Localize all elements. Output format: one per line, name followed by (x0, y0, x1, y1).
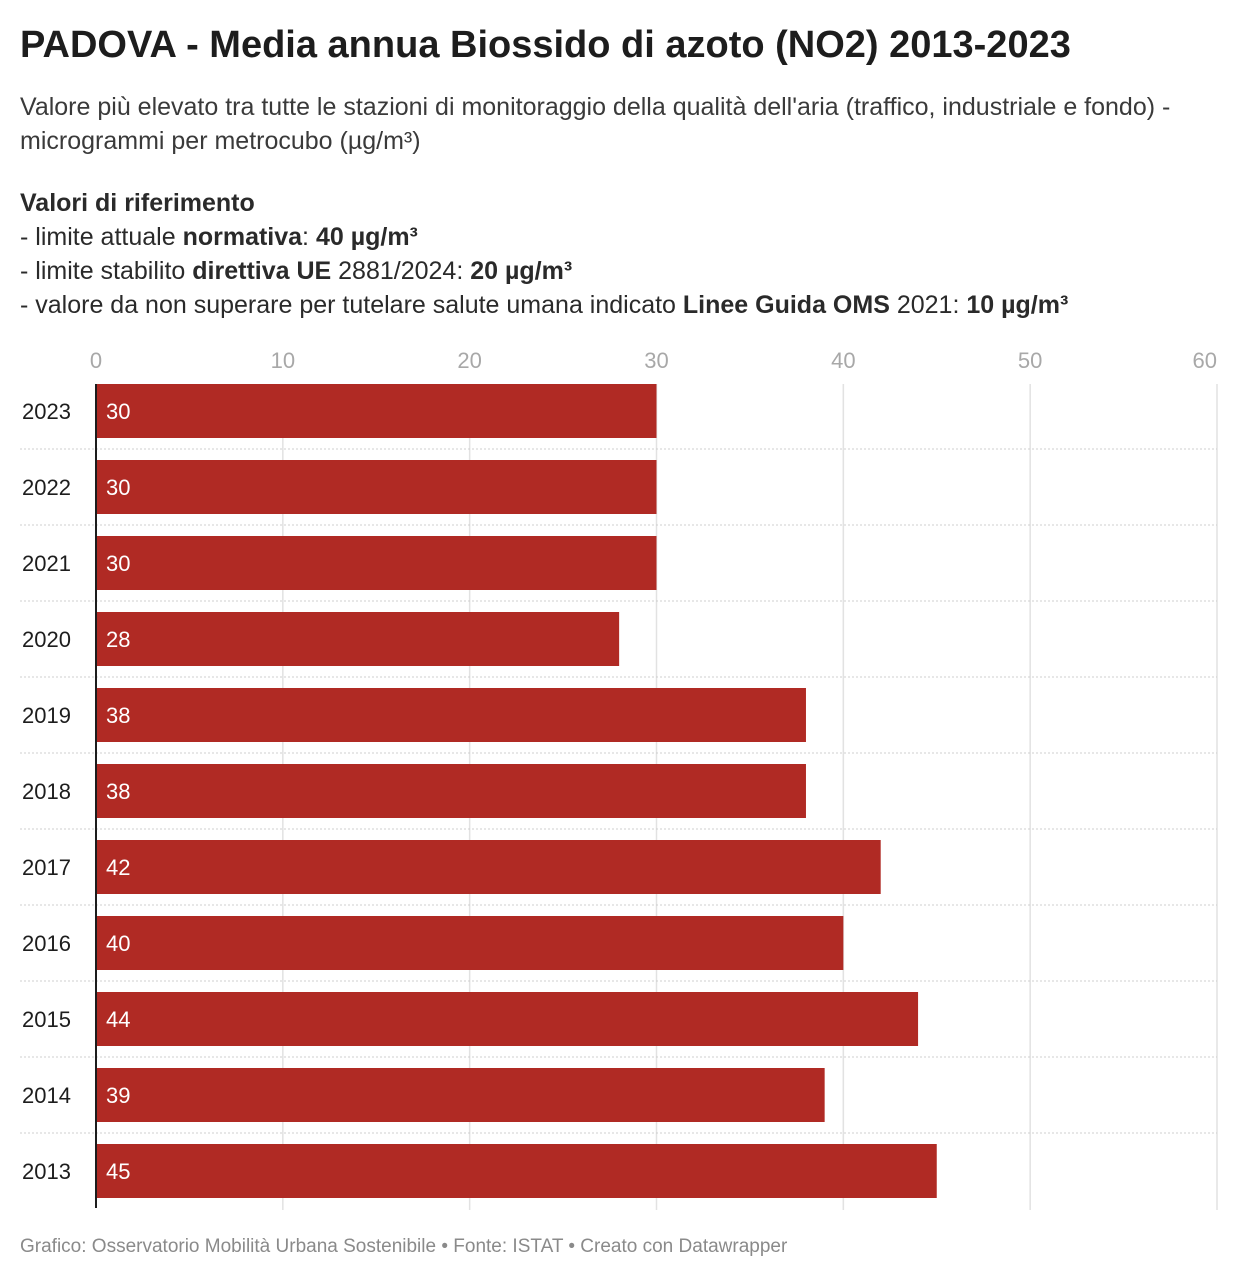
chart-subtitle: Valore più elevato tra tutte le stazioni… (20, 93, 1171, 155)
reference-item-normativa: - limite attuale normativa: 40 µg/m³ (20, 223, 418, 251)
x-tick-label: 40 (831, 348, 855, 373)
x-tick-label: 20 (457, 348, 481, 373)
category-labels: 2023 2022 2021 2020 2019 2018 2017 2016 2015 2014… (22, 399, 71, 1184)
category-label-2020: 2020 (22, 627, 71, 652)
bar-2021 (96, 536, 657, 590)
category-label-2018: 2018 (22, 779, 71, 804)
bar-2019 (96, 688, 806, 742)
bar-value-label: 44 (106, 1007, 130, 1032)
bar-value-label: 28 (106, 627, 130, 652)
reference-values: Valori di riferimento - limite attuale n… (20, 186, 1220, 322)
chart-header: PADOVA - Media annua Biossido di azoto (… (20, 20, 1220, 322)
bar-2014 (96, 1068, 825, 1122)
x-tick-label: 60 (1193, 348, 1217, 373)
bar-2023 (96, 384, 657, 438)
bar-value-label: 45 (106, 1159, 130, 1184)
bar-2020 (96, 612, 620, 666)
category-label-2023: 2023 (22, 399, 71, 424)
reference-item-direttiva-ue: - limite stabilito direttiva UE 2881/202… (20, 257, 573, 285)
x-tick-label: 0 (90, 348, 102, 373)
bar-value-label: 30 (106, 399, 130, 424)
reference-item-oms: - valore da non superare per tutelare sa… (20, 291, 1069, 319)
chart-title: PADOVA - Media annua Biossido di azoto (… (20, 24, 1071, 66)
bars: 30 30 30 28 38 38 42 40 44 39 45 (96, 384, 937, 1198)
bar-chart: 0 10 20 30 40 50 60 30 30 30 28 38 38 42 40 44 39 45 202… (20, 348, 1218, 1210)
bar-value-label: 38 (106, 779, 130, 804)
bar-2013 (96, 1144, 937, 1198)
chart-footer: Grafico: Osservatorio Mobilità Urbana So… (20, 1236, 788, 1257)
bar-2018 (96, 764, 806, 818)
bar-2016 (96, 916, 844, 970)
bar-value-label: 39 (106, 1083, 130, 1108)
category-label-2015: 2015 (22, 1007, 71, 1032)
category-label-2017: 2017 (22, 855, 71, 880)
bar-value-label: 40 (106, 931, 130, 956)
grid-lines (20, 384, 1218, 1210)
bar-value-label: 42 (106, 855, 130, 880)
bar-2017 (96, 840, 881, 894)
reference-heading: Valori di riferimento (20, 189, 255, 217)
bar-value-label: 30 (106, 475, 130, 500)
bar-2015 (96, 992, 919, 1046)
bar-value-label: 30 (106, 551, 130, 576)
category-label-2014: 2014 (22, 1083, 71, 1108)
bar-value-label: 38 (106, 703, 130, 728)
x-tick-label: 30 (644, 348, 668, 373)
category-label-2019: 2019 (22, 703, 71, 728)
x-axis-ticks: 0 10 20 30 40 50 60 (90, 348, 1217, 373)
category-label-2022: 2022 (22, 475, 71, 500)
category-label-2016: 2016 (22, 931, 71, 956)
category-label-2013: 2013 (22, 1159, 71, 1184)
bar-2022 (96, 460, 657, 514)
x-tick-label: 10 (271, 348, 295, 373)
x-tick-label: 50 (1018, 348, 1042, 373)
category-label-2021: 2021 (22, 551, 71, 576)
